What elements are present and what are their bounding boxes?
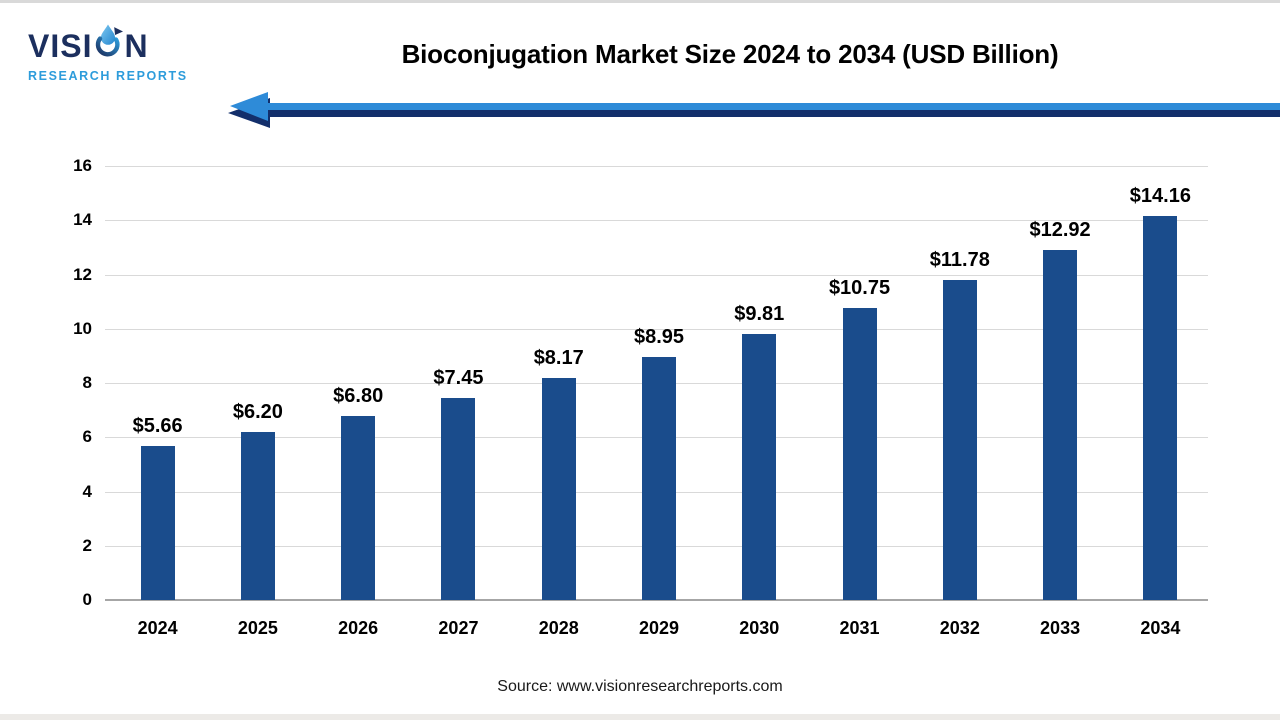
bar-value-label-2032: $11.78 — [929, 249, 990, 272]
vision-research-reports-logo: VISI N RESEARCH REPORTS — [28, 24, 198, 83]
x-tick-label-2024: 2024 — [137, 618, 178, 638]
x-tick-label-2032: 2032 — [939, 618, 980, 638]
bar-2025 — [240, 431, 275, 600]
bar-value-label-2025: $6.20 — [232, 400, 283, 423]
source-attribution: Source: www.visionresearchreports.com — [497, 678, 783, 695]
x-tick-label-2026: 2026 — [338, 618, 379, 638]
x-tick-label-2031: 2031 — [839, 618, 880, 638]
x-tick-label-2028: 2028 — [538, 618, 579, 638]
y-tick-label: 16 — [73, 156, 92, 175]
bar-2034 — [1143, 215, 1178, 600]
arrow-blue-layer — [230, 92, 1280, 121]
x-tick-label-2025: 2025 — [237, 618, 278, 638]
bar-2031 — [842, 308, 877, 600]
bar-2029 — [642, 357, 676, 600]
x-tick-label-2027: 2027 — [438, 618, 479, 638]
bar-value-label-2031: $10.75 — [828, 277, 891, 300]
bar-value-label-2029: $8.95 — [633, 326, 685, 349]
gridline — [105, 274, 1208, 276]
bar-2032 — [942, 280, 977, 600]
gridline — [105, 166, 1208, 167]
x-axis-line — [105, 599, 1208, 601]
y-tick-label: 0 — [82, 590, 92, 609]
y-tick-label: 2 — [82, 535, 92, 555]
logo-droplet-icon — [96, 24, 124, 57]
bar-2024 — [140, 446, 175, 600]
bar-value-label-2033: $12.92 — [1029, 218, 1091, 241]
bar-2030 — [742, 333, 777, 600]
left-arrow-decoration-icon — [228, 92, 1280, 128]
bar-value-label-2026: $6.80 — [333, 384, 384, 407]
y-tick-label: 6 — [82, 427, 92, 447]
y-tick-label: 4 — [82, 481, 92, 501]
bar-2026 — [341, 415, 376, 600]
bar-value-label-2028: $8.17 — [533, 347, 584, 370]
bar-value-label-2034: $14.16 — [1129, 184, 1191, 207]
chart-title: Bioconjugation Market Size 2024 to 2034 … — [401, 39, 1059, 69]
logo-text-left: VISI — [28, 27, 93, 64]
logo-text-right: N — [124, 27, 149, 64]
x-tick-label-2030: 2030 — [739, 618, 780, 638]
y-tick-label: 12 — [73, 264, 92, 284]
bar-2027 — [441, 397, 476, 600]
x-tick-label-2033: 2033 — [1040, 618, 1081, 638]
bar-2028 — [541, 378, 576, 600]
x-tick-label-2034: 2034 — [1140, 618, 1181, 638]
logo-wordmark: VISI N — [28, 24, 198, 67]
y-tick-label: 8 — [82, 373, 92, 392]
logo-subtitle: RESEARCH REPORTS — [28, 69, 188, 83]
arrow-navy-layer — [228, 98, 1280, 128]
gridline — [105, 220, 1208, 222]
bar-2033 — [1043, 249, 1078, 600]
y-tick-label: 14 — [73, 210, 92, 230]
gridline — [105, 328, 1208, 330]
bar-value-label-2030: $9.81 — [734, 302, 785, 325]
bar-value-label-2024: $5.66 — [132, 415, 183, 438]
x-tick-label-2029: 2029 — [638, 618, 680, 638]
plot-area: 0 2 4 6 8 10 12 14 16 $5.66 2024 $6.20 2025 $6.80 2026… — [73, 156, 1208, 638]
bar-value-label-2027: $7.45 — [433, 366, 484, 389]
y-tick-label: 10 — [73, 318, 92, 338]
